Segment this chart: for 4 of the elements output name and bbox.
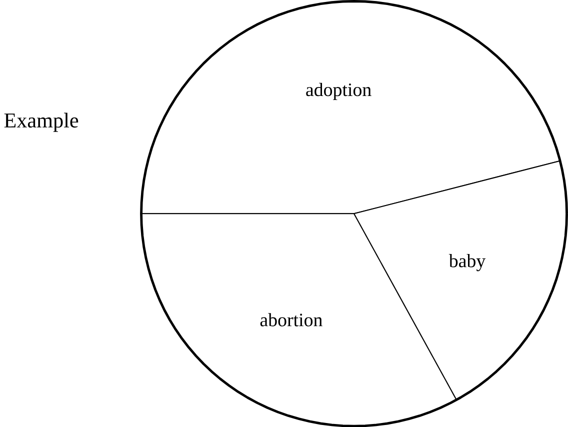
slice-label: adoption <box>306 82 372 100</box>
text: Example <box>4 112 78 132</box>
slice-label: abortion <box>260 312 322 326</box>
slice-label: baby <box>448 254 486 272</box>
